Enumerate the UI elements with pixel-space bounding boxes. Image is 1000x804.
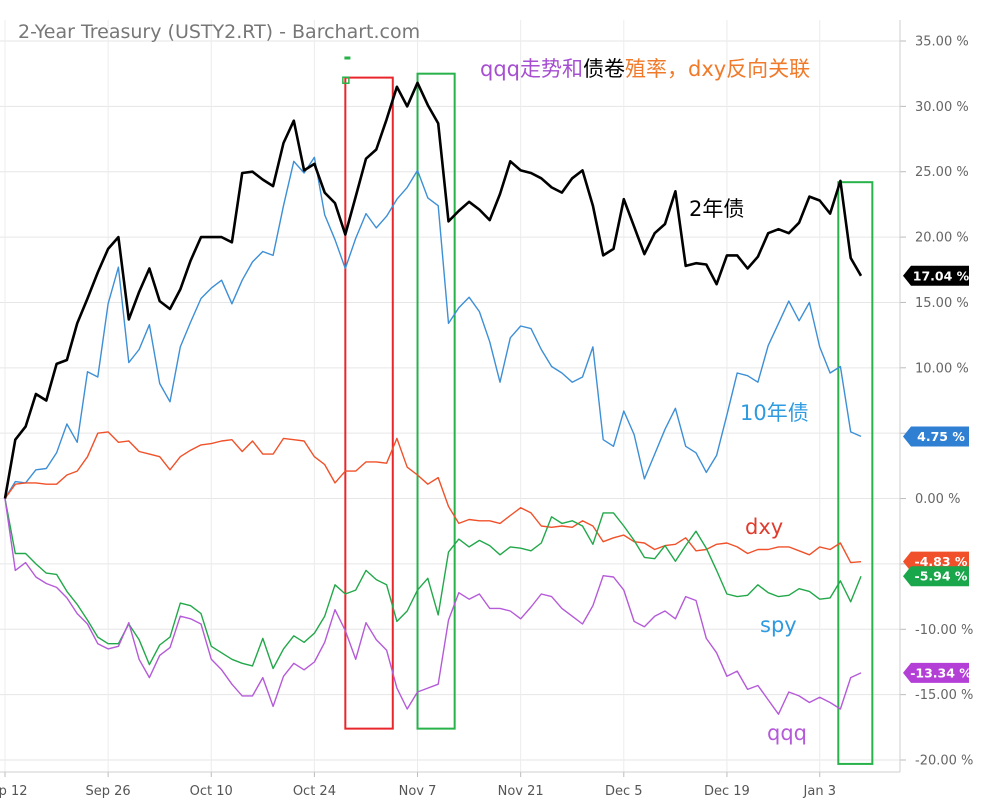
- last-value-label-qqq: -13.34 %: [910, 665, 972, 680]
- y-tick-label: 30.00 %: [915, 100, 969, 115]
- last-value-label-dxy: -4.83 %: [915, 554, 968, 569]
- y-tick-label: -15.00 %: [915, 688, 973, 703]
- y-tick-label: 20.00 %: [915, 231, 969, 246]
- x-tick-label: Jan 3: [803, 784, 836, 799]
- x-axis: Sep 12 Sep 26 Oct 10 Oct 24 Nov 7 Nov 21 Dec 5…: [0, 771, 900, 799]
- marker-square: [342, 76, 350, 84]
- x-tick-label: Dec 5: [605, 784, 643, 799]
- annotation-2年债: 2年债: [689, 197, 744, 221]
- annotation-dxy: dxy: [745, 515, 783, 539]
- headline-part: 债卷: [583, 57, 625, 81]
- series-line-dxy: [4, 431, 862, 564]
- last-value-tag-2年债: [903, 265, 969, 286]
- highlight-box-green-2: [837, 181, 874, 765]
- last-value-label-2年债: 17.04 %: [913, 268, 970, 283]
- last-value-tag-10年债: [903, 426, 969, 447]
- series-annotations: 2年债 10年债 dxy spy qqq: [689, 197, 809, 745]
- x-tick-label: Nov 7: [399, 784, 437, 799]
- last-value-label-spy: -5.94 %: [915, 569, 968, 584]
- series-line-10年债: [4, 156, 862, 499]
- headline-part: 殖率，dxy反向关联: [625, 57, 810, 81]
- annotation-qqq: qqq: [767, 721, 807, 745]
- last-value-tag-qqq: [903, 662, 969, 683]
- highlight-boxes: [342, 56, 874, 765]
- y-tick-label: 10.00 %: [915, 361, 969, 376]
- last-value-label-10年债: 4.75 %: [917, 429, 965, 444]
- highlight-box-red: [344, 76, 394, 730]
- y-tick-label: 35.00 %: [915, 35, 969, 50]
- x-tick-label: Oct 24: [293, 784, 336, 799]
- series-line-spy: [4, 498, 862, 670]
- y-tick-label: 15.00 %: [915, 296, 969, 311]
- series-lines: [3, 81, 863, 715]
- annotation-10年债: 10年债: [740, 401, 809, 425]
- y-tick-label: 0.00 %: [915, 492, 960, 507]
- x-tick-label: Sep 26: [86, 784, 131, 799]
- headline-part: qqq走势和: [480, 57, 583, 81]
- highlight-box-green-1: [416, 72, 456, 730]
- y-tick-label: 25.00 %: [915, 165, 969, 180]
- x-tick-label: Nov 21: [498, 784, 544, 799]
- y-tick-label: -10.00 %: [915, 623, 973, 638]
- chart-title: 2-Year Treasury (USTY2.RT) - Barchart.co…: [18, 21, 420, 43]
- chart-headline: qqq走势和债卷殖率，dxy反向关联: [480, 57, 810, 81]
- series-line-qqq: [4, 498, 862, 715]
- y-tick-label: -20.00 %: [915, 754, 973, 769]
- annotation-spy: spy: [760, 613, 797, 637]
- series-line-2年债: [3, 81, 863, 499]
- x-tick-label: Oct 10: [190, 784, 233, 799]
- marker-dash: [344, 56, 351, 60]
- last-value-tags: 17.04 % 4.75 % -4.83 %-5.94 % -13.34 %: [903, 265, 972, 683]
- gridlines: [0, 20, 900, 772]
- last-value-tag-spy: [903, 566, 969, 587]
- x-tick-label: Dec 19: [704, 784, 750, 799]
- x-tick-label: Sep 12: [0, 784, 28, 799]
